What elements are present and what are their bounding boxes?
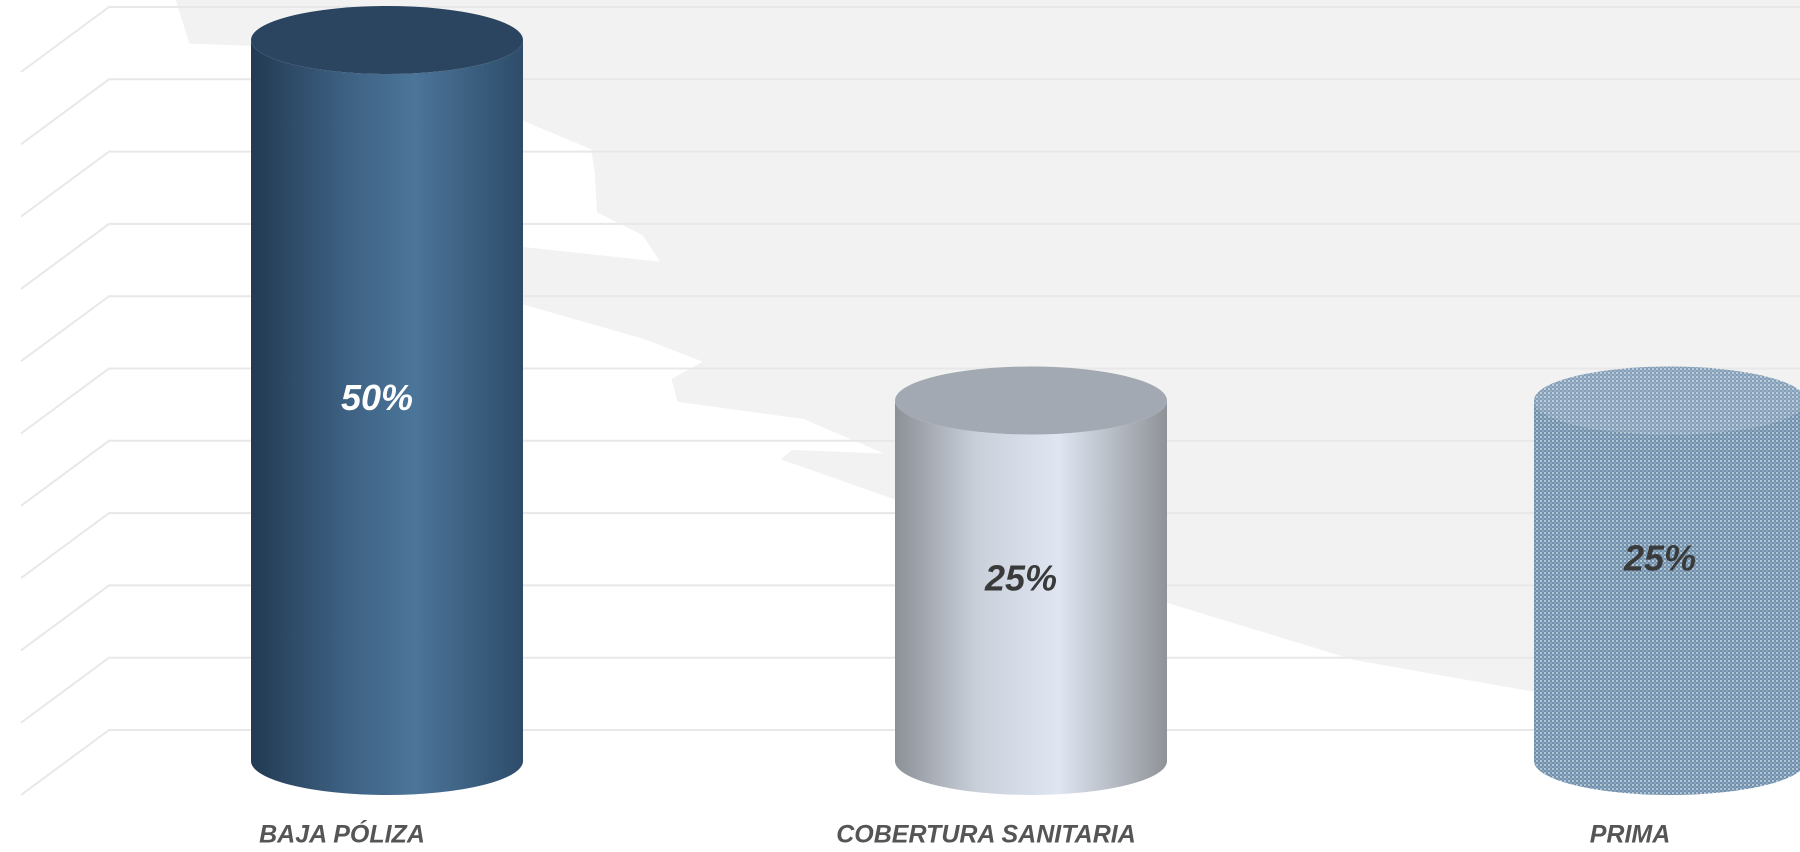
grid-line bbox=[20, 78, 1800, 146]
grid-line bbox=[20, 584, 1800, 652]
bars bbox=[251, 6, 1800, 795]
grid-line bbox=[20, 367, 1800, 435]
bar bbox=[895, 400, 1167, 795]
grid bbox=[20, 6, 1800, 796]
grid-line bbox=[20, 295, 1800, 363]
grid-line bbox=[20, 729, 1800, 796]
bar-top bbox=[251, 6, 523, 74]
grid-line bbox=[20, 222, 1800, 290]
x-tick-label: BAJA PÓLIZA bbox=[259, 820, 425, 849]
bar-top bbox=[1534, 366, 1800, 435]
grid-line bbox=[20, 656, 1800, 724]
value-label: 25% bbox=[1623, 537, 1696, 578]
x-tick-label: PRIMA bbox=[1590, 821, 1671, 849]
value-label: 25% bbox=[984, 557, 1057, 598]
bar bbox=[1534, 400, 1800, 795]
background-map bbox=[175, 0, 1800, 701]
x-tick-label: COBERTURA SANITARIA bbox=[836, 821, 1136, 849]
grid-line bbox=[20, 6, 1800, 73]
bar-top bbox=[895, 366, 1167, 435]
labels: 50% BAJA PÓLIZA 25% COBERTURA SANITARIA 25% P… bbox=[259, 377, 1696, 849]
grid-line bbox=[20, 512, 1800, 579]
grid-line bbox=[20, 150, 1800, 218]
value-label: 50% bbox=[341, 377, 413, 418]
grid-line bbox=[20, 439, 1800, 507]
bar bbox=[251, 40, 523, 795]
